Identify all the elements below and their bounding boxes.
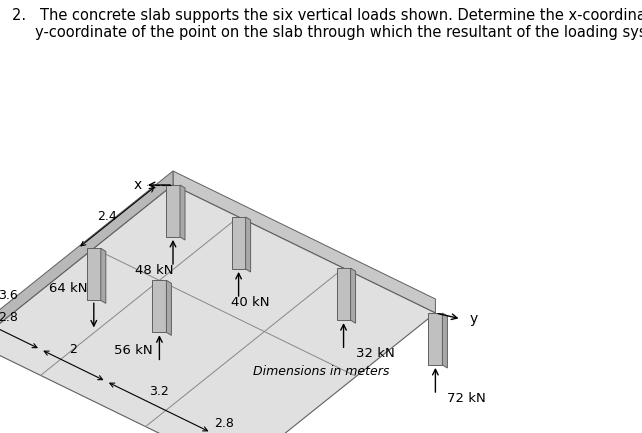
Text: 2: 2 — [69, 343, 77, 356]
Polygon shape — [166, 280, 171, 336]
Polygon shape — [180, 185, 185, 240]
Text: 2.   The concrete slab supports the six vertical loads shown. Determine the x-co: 2. The concrete slab supports the six ve… — [12, 8, 642, 23]
Polygon shape — [336, 268, 351, 320]
Text: 3.6: 3.6 — [0, 289, 18, 302]
Polygon shape — [152, 280, 166, 333]
Polygon shape — [442, 313, 447, 368]
Polygon shape — [173, 171, 435, 313]
Text: Dimensions in meters: Dimensions in meters — [253, 365, 389, 378]
Text: 2.4: 2.4 — [98, 210, 117, 223]
Text: y-coordinate of the point on the slab through which the resultant of the loading: y-coordinate of the point on the slab th… — [12, 25, 642, 40]
Text: 56 kN: 56 kN — [114, 344, 153, 357]
Polygon shape — [0, 171, 173, 343]
Text: 48 kN: 48 kN — [135, 264, 173, 277]
Polygon shape — [428, 313, 442, 365]
Polygon shape — [166, 185, 180, 237]
Text: 32 kN: 32 kN — [356, 347, 394, 360]
Polygon shape — [232, 217, 246, 269]
Text: 64 kN: 64 kN — [49, 282, 87, 295]
Polygon shape — [351, 268, 356, 323]
Text: x: x — [134, 178, 142, 192]
Text: 40 kN: 40 kN — [230, 296, 269, 309]
Text: 2.8: 2.8 — [0, 311, 18, 324]
Text: 72 kN: 72 kN — [447, 392, 486, 405]
Polygon shape — [101, 249, 106, 304]
Polygon shape — [246, 217, 250, 272]
Polygon shape — [87, 249, 101, 301]
Text: 3.2: 3.2 — [149, 385, 169, 398]
Text: 2.8: 2.8 — [214, 417, 234, 430]
Text: y: y — [469, 312, 478, 326]
Polygon shape — [0, 185, 435, 433]
